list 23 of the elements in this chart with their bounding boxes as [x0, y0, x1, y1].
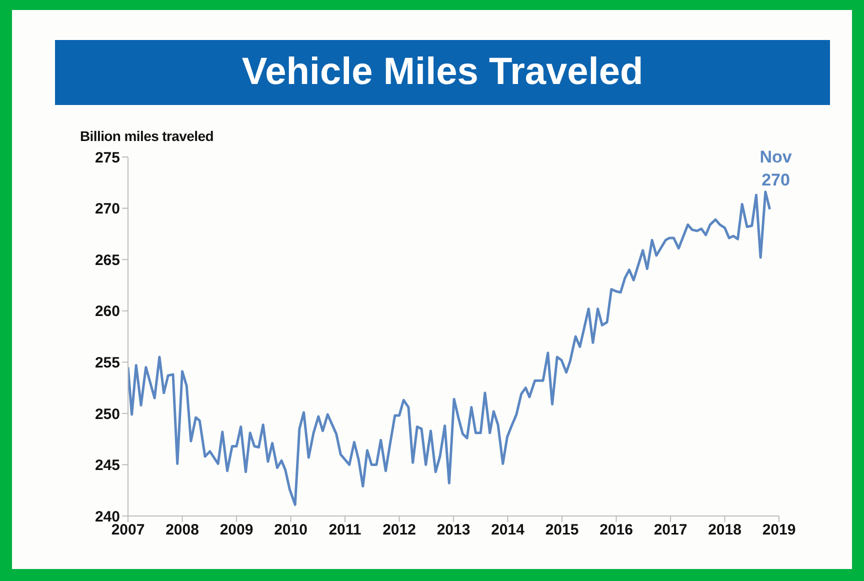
- y-tick-label: 270: [94, 200, 120, 218]
- x-tick-label: 2013: [436, 522, 470, 539]
- x-tick-label: 2014: [491, 522, 526, 539]
- y-tick-label: 245: [94, 457, 120, 474]
- y-axis-title: Billion miles traveled: [80, 128, 214, 144]
- line-series: [128, 190, 772, 506]
- x-tick-label: 2015: [545, 522, 579, 539]
- x-tick-label: 2012: [382, 522, 416, 539]
- y-tick-label: 265: [94, 252, 120, 269]
- x-tick-label: 2016: [600, 522, 633, 539]
- y-tick-label: 260: [94, 303, 120, 320]
- x-tick-label: 2010: [274, 522, 308, 539]
- x-tick-label: 2019: [762, 522, 796, 539]
- chart-title: Vehicle Miles Traveled: [55, 40, 830, 105]
- x-tick-label: 2011: [328, 522, 362, 539]
- annotation: Nov 270: [760, 147, 792, 190]
- x-tick-label: 2008: [166, 522, 199, 539]
- y-tick-label: 275: [94, 149, 120, 166]
- y-tick-label: 255: [94, 354, 120, 372]
- x-tick-label: 2009: [220, 522, 254, 539]
- x-tick-label: 2018: [708, 522, 742, 539]
- y-tick-label: 250: [94, 406, 120, 423]
- x-tick-label: 2017: [654, 522, 688, 539]
